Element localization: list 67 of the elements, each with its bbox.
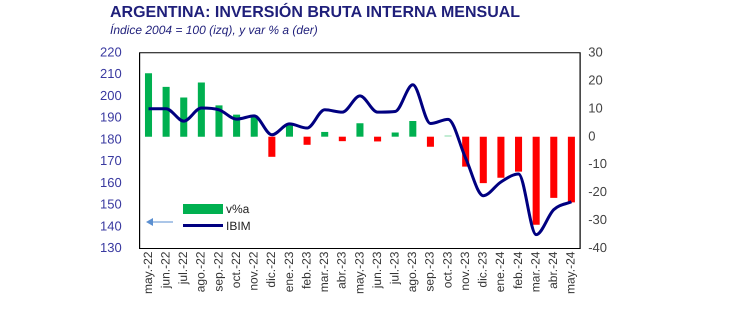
chart-title: ARGENTINA: INVERSIÓN BRUTA INTERNA MENSUAL: [110, 4, 520, 22]
y2-tick-label: -20: [588, 184, 608, 200]
x-tick-label: feb.-24: [510, 251, 525, 289]
bar: [321, 132, 328, 137]
x-tick-label: abr.-24: [546, 251, 560, 289]
y2-tick-label: 10: [588, 100, 603, 116]
x-tick-label: nov.-22: [246, 251, 261, 291]
x-tick-label: abr.-23: [334, 251, 349, 289]
x-tick-label: nov.-23: [458, 251, 472, 291]
y-tick-label: 210: [100, 66, 122, 82]
bar: [392, 132, 399, 137]
y-tick-label: 160: [100, 174, 122, 190]
x-tick-label: ago.-22: [194, 251, 208, 292]
y2-tick-label: 30: [588, 44, 603, 60]
bar: [568, 136, 575, 202]
x-tick-label: sep.-23: [422, 251, 437, 292]
bar: [144, 73, 152, 137]
x-tick-label: jul.-23: [388, 251, 402, 286]
y-tick-label: 170: [100, 153, 122, 168]
bar: [426, 136, 434, 147]
x-tick-label: ene.-24: [493, 251, 508, 292]
y2-tick-label: -30: [588, 212, 608, 228]
x-tick-label: ago.-23: [405, 251, 420, 292]
legend-label: IBIM: [226, 218, 251, 232]
x-tick-label: feb.-23: [299, 251, 314, 289]
bar: [497, 136, 504, 178]
x-tick-label: ene.-23: [282, 251, 296, 292]
x-tick-label: jun.-22: [158, 251, 172, 290]
y-tick-label: 150: [100, 196, 122, 212]
legend-label: v%a: [226, 202, 250, 216]
y-tick-label: 140: [100, 218, 122, 234]
x-tick-label: oct.-22: [228, 251, 243, 288]
bar: [338, 136, 346, 142]
x-tick-label: jun.-23: [370, 251, 384, 290]
x-tick-label: mar.-23: [317, 251, 332, 292]
y2-tick-label: -40: [588, 240, 608, 256]
bar: [162, 86, 170, 137]
line-series: [147, 83, 573, 236]
y2-tick-label: 20: [588, 72, 603, 88]
bar: [198, 82, 205, 137]
x-tick-label: oct.-23: [440, 251, 454, 288]
x-tick-label: sep.-22: [211, 251, 226, 292]
chart-subtitle: Índice 2004 = 100 (izq), y var % a (der): [110, 23, 318, 37]
bar: [532, 136, 540, 225]
y-tick-label: 130: [100, 240, 122, 256]
bar: [356, 123, 364, 137]
bar: [374, 136, 382, 142]
bar: [480, 136, 487, 184]
bar: [304, 136, 311, 145]
y2-tick-label: 0: [588, 128, 596, 144]
y-tick-label: 190: [100, 110, 122, 125]
x-tick-label: mar.-24: [528, 251, 542, 292]
y-tick-label: 220: [100, 44, 122, 60]
x-tick-label: jul.-22: [176, 251, 190, 286]
x-tick-label: may.-23: [352, 251, 366, 294]
bar: [409, 121, 416, 137]
x-tick-label: dic.-22: [264, 251, 278, 288]
x-tick-label: may.-24: [564, 251, 578, 294]
bar: [180, 98, 188, 137]
x-tick-label: dic.-23: [476, 251, 490, 288]
y2-tick-label: -10: [588, 156, 608, 172]
bar: [515, 136, 522, 172]
y-tick-label: 180: [100, 131, 122, 146]
y-tick-label: 200: [100, 88, 122, 103]
bar: [550, 136, 558, 198]
bar: [268, 136, 276, 157]
x-tick-label: may.-22: [140, 251, 155, 294]
